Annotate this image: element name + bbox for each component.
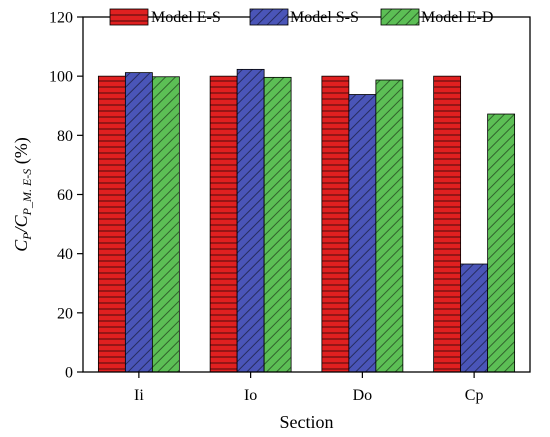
bar-do-model-s-s — [348, 94, 377, 373]
y-tick-label: 100 — [49, 69, 73, 86]
bar-cp-model-e-d — [487, 113, 516, 373]
legend-item-model-e-s: Model E-S — [109, 8, 221, 26]
bar-io-model-e-s — [209, 75, 238, 373]
y-axis-label: CP/CP_M. E-S (%) — [11, 137, 34, 252]
y-tick-label: 120 — [49, 10, 73, 27]
y-tick-label: 0 — [65, 365, 73, 382]
plot-frame — [82, 16, 531, 373]
legend-item-model-e-d: Model E-D — [380, 8, 493, 26]
bar-io-model-s-s — [236, 68, 265, 373]
legend: Model E-S Model S-S Model E-D — [109, 8, 493, 26]
bar-cp-model-e-s — [433, 75, 462, 373]
legend-swatch — [109, 8, 149, 26]
x-axis-label: Section — [280, 412, 334, 432]
bar-io-model-e-d — [263, 76, 292, 373]
legend-item-model-s-s: Model S-S — [249, 8, 359, 26]
legend-swatch — [249, 8, 289, 26]
y-tick-label: 20 — [57, 305, 73, 322]
x-tick-label-ii: Ii — [134, 387, 144, 404]
legend-label: Model E-D — [421, 9, 493, 26]
bar-ii-model-e-s — [97, 75, 126, 373]
legend-label: Model S-S — [290, 9, 359, 26]
bars-group — [97, 68, 516, 373]
bar-do-model-e-s — [321, 75, 350, 373]
x-tick-label-do: Do — [353, 387, 373, 404]
bar-ii-model-s-s — [124, 72, 153, 373]
bar-do-model-e-d — [375, 79, 404, 373]
y-tick-label: 40 — [57, 246, 73, 263]
y-tick-label: 60 — [57, 187, 73, 204]
x-tick-label-io: Io — [244, 387, 257, 404]
y-tick-label: 80 — [57, 128, 73, 145]
bar-ii-model-e-d — [151, 76, 180, 373]
x-axis-ticks: Ii Io Do Cp — [134, 372, 483, 404]
legend-swatch — [380, 8, 420, 26]
legend-label: Model E-S — [151, 9, 221, 26]
x-tick-label-cp: Cp — [465, 387, 484, 404]
bar-cp-model-s-s — [460, 263, 489, 373]
y-axis-ticks: 0 20 40 60 80 100 120 — [49, 10, 83, 382]
